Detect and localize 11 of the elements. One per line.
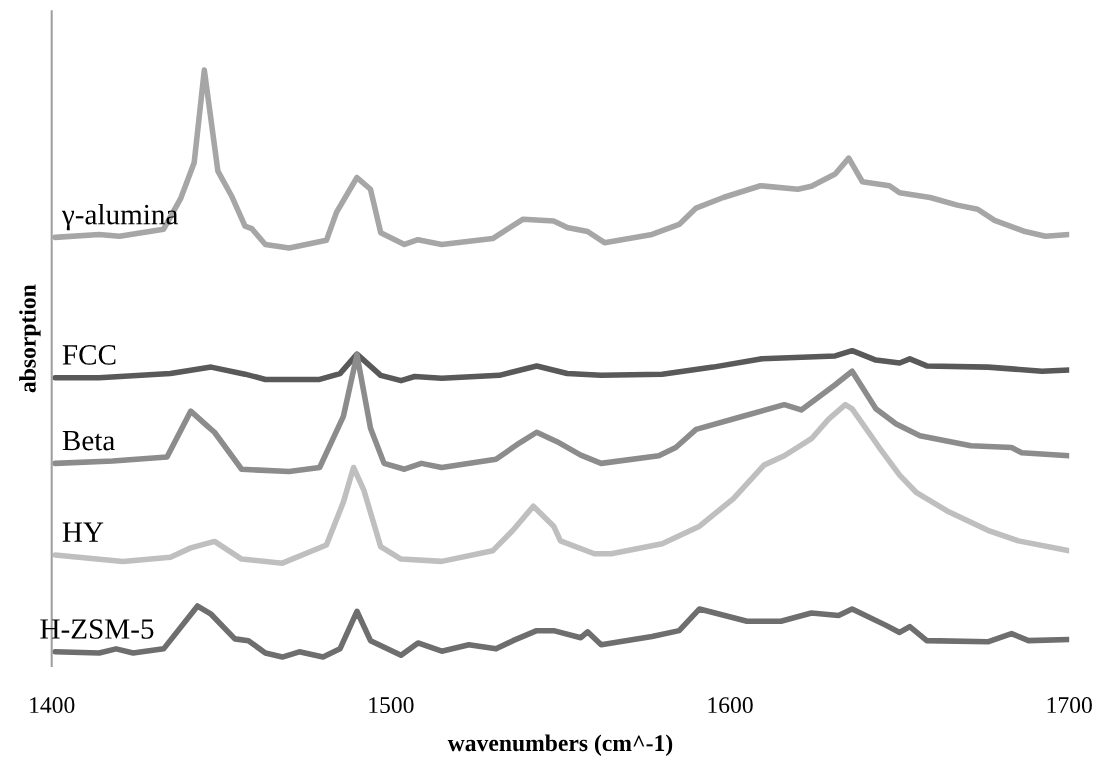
series-label: HY [62,522,104,542]
series-label: FCC [62,345,116,365]
series-label: Beta [62,431,115,451]
x-tick-label: 1600 [708,697,753,714]
series-label: γ-alumina [61,203,179,231]
series-label: H-ZSM-5 [40,619,154,639]
x-axis-title: wavenumbers (cm^-1) [447,734,673,756]
x-tick-label: 1700 [1047,697,1092,714]
y-axis-title: absorption [19,284,41,393]
x-tick-label: 1400 [30,697,75,714]
x-tick-label: 1500 [369,697,414,714]
